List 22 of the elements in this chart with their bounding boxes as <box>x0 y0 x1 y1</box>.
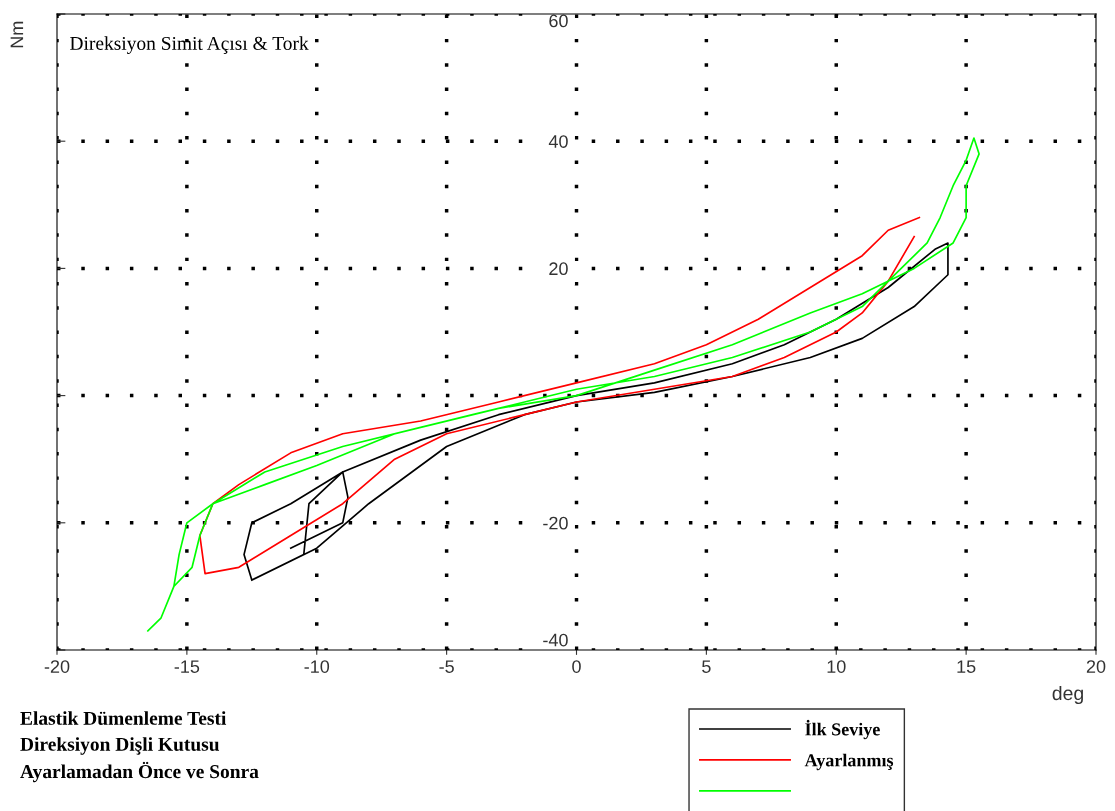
y-axis-title: Nm <box>10 21 24 48</box>
x-tick-label: -10 <box>304 660 330 673</box>
x-tick-label: 15 <box>957 660 976 673</box>
x-tick-label: 5 <box>702 660 711 673</box>
text: Direksiyon Dişli Kutusu <box>20 737 220 755</box>
x-tick-label: -15 <box>174 660 200 673</box>
text: Direksiyon Simit Açısı & Tork <box>70 36 309 54</box>
legend-label: İlk Seviye <box>805 719 880 740</box>
y-tick-label: 40 <box>548 135 568 148</box>
y-tick-label: 60 <box>549 14 568 28</box>
x-tick-label: -20 <box>44 660 70 673</box>
x-axis-title: deg <box>1052 685 1083 705</box>
y-tick-label: -20 <box>543 516 568 530</box>
x-tick-label: -5 <box>439 660 454 673</box>
x-tick-label: 0 <box>572 660 581 673</box>
y-tick-label: 20 <box>549 262 568 276</box>
y-tick-label: -40 <box>543 633 568 647</box>
text: Ayarlamadan Önce ve Sonra <box>20 761 259 783</box>
legend-label: Ayarlanmış <box>804 753 894 771</box>
x-tick-label: 20 <box>1086 660 1106 673</box>
text: Elastik Dümenleme Testi <box>20 711 227 725</box>
x-tick-label: 10 <box>827 660 846 673</box>
